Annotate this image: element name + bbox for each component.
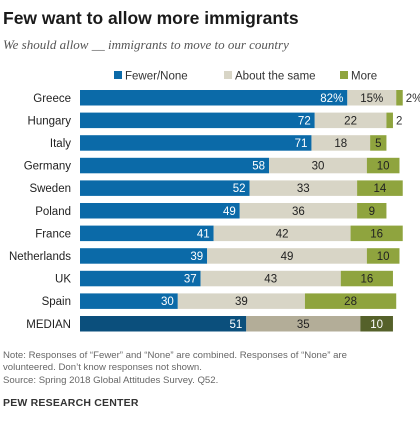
bar-france-fewer-none — [80, 225, 214, 242]
bar-uk-fewer-none — [80, 270, 201, 287]
bar-poland-more — [357, 203, 387, 219]
value-label-uk-about-the-same: 43 — [264, 274, 277, 286]
value-label-hungary-fewer-none: 72 — [298, 115, 311, 127]
bar-germany-more — [366, 157, 400, 174]
value-label-france-more: 16 — [370, 228, 383, 240]
bar-greece-more — [396, 90, 403, 106]
bar-italy-fewer-none — [80, 135, 312, 151]
bar-greece-fewer-none — [80, 90, 348, 106]
value-label-spain-fewer-none: 30 — [161, 296, 174, 308]
bar-uk-more — [340, 270, 393, 287]
bar-median-fewer-none — [80, 316, 247, 332]
category-label-hungary: Hungary — [28, 115, 72, 127]
value-label-median-fewer-none: 51 — [229, 319, 242, 331]
value-label-hungary-about-the-same: 22 — [344, 115, 357, 127]
value-label-italy-about-the-same: 18 — [334, 138, 347, 150]
value-label-poland-about-the-same: 36 — [292, 206, 305, 218]
bar-hungary-more — [386, 112, 393, 129]
value-label-median-about-the-same: 35 — [297, 319, 310, 331]
category-label-italy: Italy — [50, 138, 71, 150]
bar-hungary-fewer-none — [80, 112, 315, 129]
bar-spain-more — [304, 293, 397, 309]
category-label-spain: Spain — [42, 296, 71, 308]
category-label-france: France — [35, 228, 71, 240]
bar-median-more — [360, 316, 393, 332]
bar-germany-fewer-none — [80, 157, 270, 174]
bar-italy-more — [370, 135, 387, 151]
category-label-uk: UK — [55, 274, 71, 286]
value-label-poland-more: 9 — [369, 206, 375, 218]
bar-netherlands-more — [366, 248, 400, 264]
chart-title: Few want to allow more immigrants — [3, 8, 299, 28]
value-label-germany-about-the-same: 30 — [312, 161, 325, 173]
value-label-sweden-more: 14 — [374, 183, 387, 195]
bar-median-about-the-same — [246, 316, 361, 332]
value-label-greece-fewer-none: 82% — [320, 93, 343, 105]
value-label-greece-more: 2% — [406, 93, 420, 105]
category-label-poland: Poland — [35, 206, 71, 218]
bar-netherlands-about-the-same — [207, 248, 367, 264]
category-label-sweden: Sweden — [29, 183, 71, 195]
value-label-sweden-about-the-same: 33 — [297, 183, 310, 195]
chart-subtitle: We should allow __ immigrants to move to… — [3, 37, 289, 52]
legend-label-more: More — [351, 71, 377, 83]
bar-sweden-about-the-same — [249, 180, 358, 196]
bar-netherlands-fewer-none — [80, 248, 208, 264]
value-label-netherlands-fewer-none: 39 — [190, 251, 203, 263]
value-label-greece-about-the-same: 15% — [360, 93, 383, 105]
legend-label-fewer-none: Fewer/None — [125, 71, 188, 83]
category-label-germany: Germany — [24, 161, 72, 173]
bar-france-more — [350, 225, 403, 242]
note-line-2: volunteered. Don’t know responses not sh… — [3, 362, 202, 374]
bar-poland-fewer-none — [80, 203, 240, 219]
category-label-greece: Greece — [33, 93, 71, 105]
value-label-poland-fewer-none: 49 — [223, 206, 236, 218]
legend-swatch-more — [340, 71, 348, 79]
legend-swatch-about-the-same — [224, 71, 232, 79]
bar-germany-about-the-same — [269, 157, 367, 174]
value-label-uk-more: 16 — [360, 274, 373, 286]
value-label-netherlands-more: 10 — [377, 251, 390, 263]
note-line-1: Note: Responses of “Fewer” and “None” ar… — [3, 350, 347, 361]
bar-uk-about-the-same — [200, 270, 341, 287]
value-label-italy-fewer-none: 71 — [295, 138, 308, 150]
source-line: Source: Spring 2018 Global Attitudes Sur… — [3, 374, 219, 386]
category-label-netherlands: Netherlands — [9, 251, 71, 263]
value-label-germany-fewer-none: 58 — [252, 161, 265, 173]
value-label-netherlands-about-the-same: 49 — [281, 251, 294, 263]
value-label-france-fewer-none: 41 — [197, 228, 210, 240]
value-label-spain-about-the-same: 39 — [235, 296, 248, 308]
value-label-sweden-fewer-none: 52 — [233, 183, 246, 195]
value-label-median-more: 10 — [370, 319, 383, 331]
category-label-median: MEDIAN — [26, 319, 71, 331]
brand-name: PEW RESEARCH CENTER — [3, 397, 139, 409]
bar-spain-fewer-none — [80, 293, 178, 309]
value-label-germany-more: 10 — [377, 161, 390, 173]
bar-france-about-the-same — [213, 225, 351, 242]
legend-label-about-the-same: About the same — [235, 71, 316, 83]
value-label-spain-more: 28 — [344, 296, 357, 308]
bar-poland-about-the-same — [239, 203, 358, 219]
value-label-france-about-the-same: 42 — [276, 228, 289, 240]
bar-sweden-fewer-none — [80, 180, 250, 196]
legend-swatch-fewer-none — [114, 71, 122, 79]
bar-hungary-about-the-same — [314, 112, 387, 129]
stacked-bar-chart: Fewer/None About the same More Greece 82% 15%… — [9, 71, 420, 332]
value-label-uk-fewer-none: 37 — [184, 274, 197, 286]
chart-notes: Note: Responses of “Fewer” and “None” ar… — [3, 350, 415, 387]
bar-spain-about-the-same — [177, 293, 305, 309]
value-label-hungary-more: 2 — [396, 115, 402, 127]
bar-sweden-more — [357, 180, 403, 196]
bar-italy-about-the-same — [311, 135, 371, 151]
value-label-italy-more: 5 — [375, 138, 381, 150]
bar-greece-about-the-same — [347, 90, 397, 106]
